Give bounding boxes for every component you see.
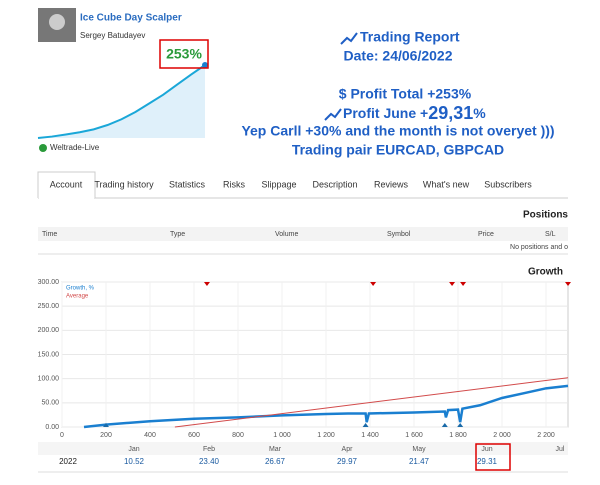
x-tick-label: 200	[100, 432, 112, 439]
sparkline-area	[38, 65, 205, 138]
avatar-face	[49, 14, 65, 30]
report-title: Trading Report	[360, 29, 460, 45]
system-title[interactable]: Ice Cube Day Scalper	[80, 13, 182, 24]
y-tick-label: 50.00	[41, 400, 59, 407]
tab[interactable]: Description	[312, 179, 357, 189]
x-tick-label: 400	[144, 432, 156, 439]
top-marker	[449, 282, 456, 286]
profit-june-value: 29,31	[428, 103, 473, 123]
x-tick-label: 2 200	[537, 432, 555, 439]
growth-value: 253%	[166, 46, 202, 62]
top-marker	[370, 282, 377, 286]
x-tick-label: 1 000	[273, 432, 291, 439]
tab[interactable]: Account	[50, 179, 83, 189]
legend-entry: Average	[66, 294, 89, 300]
x-tick-label: 2 000	[493, 432, 511, 439]
profit-june-suffix: %	[473, 105, 486, 121]
month-header: Jun	[481, 446, 492, 453]
x-tick-label: 0	[60, 432, 64, 439]
profit-june-label: Profit June +	[343, 105, 428, 121]
tab[interactable]: Statistics	[169, 179, 206, 189]
x-tick-label: 1 800	[449, 432, 467, 439]
month-header: Feb	[203, 446, 215, 453]
section-title: Positions	[523, 210, 568, 221]
empty-message: No positions and o	[510, 244, 568, 251]
month-value: 10.52	[124, 457, 145, 466]
x-tick-label: 600	[188, 432, 200, 439]
highlight-box	[475, 443, 511, 471]
month-header: Mar	[269, 446, 282, 453]
table-header	[38, 227, 568, 241]
chart-title: Growth	[528, 267, 563, 278]
column-header: S/L	[545, 231, 556, 238]
monthly-header	[38, 442, 568, 455]
y-tick-label: 150.00	[38, 351, 60, 358]
top-marker	[203, 282, 210, 286]
tab[interactable]: What's new	[423, 179, 470, 189]
bottom-marker	[457, 423, 464, 427]
top-marker	[460, 282, 467, 286]
y-tick-label: 250.00	[38, 303, 60, 310]
tab[interactable]: Reviews	[374, 179, 409, 189]
bottom-marker	[362, 423, 369, 427]
broker[interactable]: Weltrade-Live	[50, 143, 100, 152]
comment: Yep Carll +30% and the month is not over…	[241, 123, 554, 139]
profit-total: $ Profit Total +253%	[339, 86, 472, 102]
year: 2022	[59, 457, 77, 466]
month-value: 23.40	[199, 457, 220, 466]
author[interactable]: Sergey Batudayev	[80, 31, 145, 40]
series-line	[83, 384, 569, 429]
month-value: 21.47	[409, 457, 430, 466]
x-tick-label: 800	[232, 432, 244, 439]
top-marker	[565, 282, 571, 286]
table-columns: Time Type Volume Symbol Price S/L	[42, 231, 556, 238]
legend-entry: Growth, %	[66, 286, 95, 292]
highlight-box	[159, 39, 209, 69]
verified-icon	[39, 144, 47, 152]
sparkline	[37, 62, 208, 139]
report-date: Date: 24/06/2022	[344, 48, 453, 64]
tab[interactable]: Slippage	[261, 179, 296, 189]
series-line	[174, 377, 569, 428]
chart-icon	[340, 32, 358, 45]
sparkline-line	[37, 64, 206, 139]
y-tick-label: 0.00	[45, 424, 59, 431]
chart-icon	[324, 108, 342, 121]
column-header: Type	[170, 231, 185, 238]
trading-pair: Trading pair EURCAD, GBPCAD	[292, 142, 504, 158]
month-value: 26.67	[265, 457, 286, 466]
growth-chart: 0.00 50.00 100.00 150.00 200.00 250.00 300.00 0…	[38, 279, 571, 439]
month-header: Apr	[342, 446, 354, 453]
bottom-marker	[441, 423, 448, 427]
x-tick-label: 1 400	[361, 432, 379, 439]
y-tick-label: 300.00	[38, 279, 60, 286]
bottom-marker	[103, 423, 109, 427]
column-header: Volume	[275, 231, 298, 238]
y-tick-label: 200.00	[38, 327, 60, 334]
tab[interactable]: Risks	[223, 179, 245, 189]
y-tick-label: 100.00	[38, 376, 60, 383]
x-tick-label: 1 600	[405, 432, 423, 439]
column-header: Symbol	[387, 231, 411, 238]
month-header: Jul	[556, 446, 565, 453]
column-header: Time	[42, 231, 57, 238]
active-tab	[37, 171, 96, 198]
profit-june: Profit June +29,31%	[343, 103, 486, 123]
tab[interactable]: Subscribers	[484, 179, 532, 189]
month-header: Jan	[128, 446, 139, 453]
month-value: 29.31	[477, 457, 498, 466]
tab[interactable]: Trading history	[94, 179, 154, 189]
month-value: 29.97	[337, 457, 358, 466]
sparkline-end	[202, 62, 208, 68]
tab-bar: Account Trading history Statistics Risks Sli…	[37, 171, 568, 199]
x-tick-label: 1 200	[317, 432, 335, 439]
month-header: May	[412, 446, 426, 453]
column-header: Price	[478, 231, 494, 238]
monthly-table: Jan Feb Mar Apr May Jun Jul 2022 10.52 23.40 26.67…	[59, 446, 565, 466]
